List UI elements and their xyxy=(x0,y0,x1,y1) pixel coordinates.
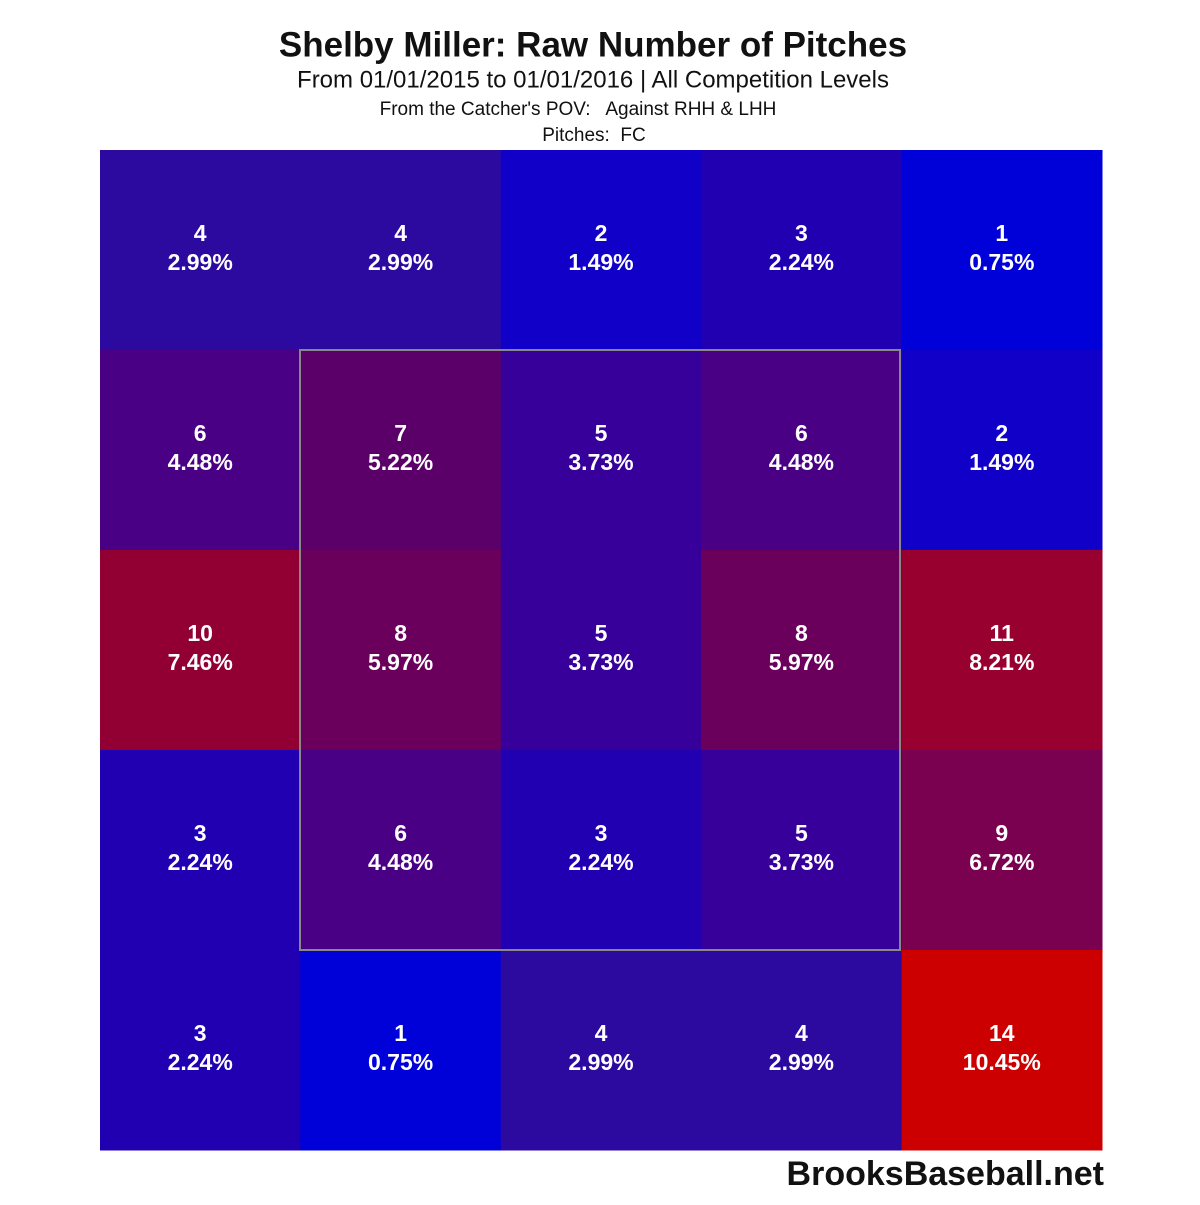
count-label: 4 xyxy=(194,220,207,246)
cell xyxy=(500,750,702,951)
cell xyxy=(901,750,1103,951)
cell xyxy=(300,950,502,1151)
cell xyxy=(100,150,301,351)
cell xyxy=(100,550,301,751)
cell xyxy=(300,350,502,551)
cell xyxy=(701,350,903,551)
percent-label: 0.75% xyxy=(368,1049,433,1075)
cell xyxy=(300,550,502,751)
percent-label: 2.99% xyxy=(368,249,433,275)
percent-label: 1.49% xyxy=(969,449,1034,475)
watermark: BrooksBaseball.net xyxy=(787,1155,1104,1193)
percent-label: 2.24% xyxy=(769,249,834,275)
count-label: 5 xyxy=(795,820,808,846)
percent-label: 2.99% xyxy=(769,1049,834,1075)
percent-label: 3.73% xyxy=(568,649,633,675)
subtitle: From 01/01/2015 to 01/01/2016 | All Comp… xyxy=(297,66,889,93)
count-label: 14 xyxy=(989,1020,1015,1046)
cell xyxy=(100,950,301,1151)
percent-label: 0.75% xyxy=(969,249,1034,275)
percent-label: 4.48% xyxy=(769,449,834,475)
cell xyxy=(701,750,903,951)
percent-label: 2.99% xyxy=(568,1049,633,1075)
cell xyxy=(300,750,502,951)
cell xyxy=(901,950,1103,1151)
count-label: 2 xyxy=(995,420,1008,446)
count-label: 3 xyxy=(194,820,207,846)
percent-label: 10.45% xyxy=(963,1049,1041,1075)
percent-label: 4.48% xyxy=(168,449,233,475)
cell xyxy=(901,350,1103,551)
percent-label: 8.21% xyxy=(969,649,1034,675)
strike-zone xyxy=(299,349,901,951)
cell xyxy=(901,150,1103,351)
count-label: 6 xyxy=(795,420,808,446)
count-label: 3 xyxy=(595,820,608,846)
cell xyxy=(701,150,903,351)
chart-title: Shelby Miller: Raw Number of Pitches xyxy=(279,25,907,64)
percent-label: 3.73% xyxy=(568,449,633,475)
count-label: 6 xyxy=(194,420,207,446)
count-label: 7 xyxy=(394,420,407,446)
count-label: 9 xyxy=(995,820,1008,846)
subtitle: From the Catcher's POV: Against RHH & LH… xyxy=(380,99,777,120)
count-label: 4 xyxy=(795,1020,808,1046)
percent-label: 2.24% xyxy=(568,849,633,875)
count-label: 5 xyxy=(595,420,608,446)
percent-label: 1.49% xyxy=(568,249,633,275)
percent-label: 5.22% xyxy=(368,449,433,475)
percent-label: 2.24% xyxy=(168,849,233,875)
cell xyxy=(500,150,702,351)
percent-label: 5.97% xyxy=(368,649,433,675)
cell xyxy=(100,750,301,951)
cell xyxy=(500,550,702,751)
count-label: 8 xyxy=(795,620,808,646)
cell xyxy=(500,950,702,1151)
cell xyxy=(701,950,903,1151)
count-label: 2 xyxy=(595,220,608,246)
subtitle: Pitches: FC xyxy=(542,125,645,146)
count-label: 10 xyxy=(187,620,213,646)
count-label: 4 xyxy=(394,220,407,246)
cell xyxy=(701,550,903,751)
percent-label: 3.73% xyxy=(769,849,834,875)
count-label: 1 xyxy=(995,220,1008,246)
percent-label: 2.99% xyxy=(168,249,233,275)
cell xyxy=(100,350,301,551)
count-label: 11 xyxy=(990,620,1015,646)
percent-label: 6.72% xyxy=(969,849,1034,875)
heatmap-grid: 4 2.99% 4 2.99% 2 1.49% 3 2.24% 1 0.75% 6 4.48% 7 5.2… xyxy=(100,150,1103,1151)
count-label: 1 xyxy=(394,1020,407,1046)
cell xyxy=(500,350,702,551)
count-label: 4 xyxy=(595,1020,608,1046)
count-label: 8 xyxy=(394,620,407,646)
count-label: 3 xyxy=(795,220,808,246)
count-label: 3 xyxy=(194,1020,207,1046)
cell xyxy=(300,150,502,351)
count-label: 5 xyxy=(595,620,608,646)
cell xyxy=(901,550,1103,751)
percent-label: 4.48% xyxy=(368,849,433,875)
percent-label: 2.24% xyxy=(168,1049,233,1075)
percent-label: 5.97% xyxy=(769,649,834,675)
percent-label: 7.46% xyxy=(168,649,233,675)
count-label: 6 xyxy=(394,820,407,846)
